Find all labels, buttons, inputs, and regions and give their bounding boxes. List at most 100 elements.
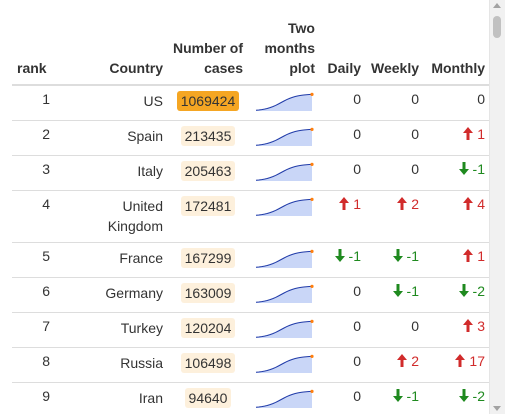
daily-change-value: 0: [353, 388, 361, 404]
weekly-change-text: 0: [411, 126, 419, 142]
cases-value-badge: 213435: [180, 126, 236, 146]
monthly-change: 3: [424, 312, 490, 348]
header-two-months-plot[interactable]: Two months plot: [248, 18, 320, 86]
weekly-change: 0: [366, 84, 424, 121]
vertical-scrollbar[interactable]: [489, 0, 505, 414]
weekly-change-value: -1: [392, 248, 419, 264]
scrollbar-thumb[interactable]: [493, 16, 501, 38]
weekly-change-value: 0: [411, 318, 419, 334]
arrow-up-icon: [463, 127, 474, 140]
sparkline-chart: [255, 127, 314, 146]
daily-change-text: 0: [353, 126, 361, 142]
daily-change: 0: [320, 347, 366, 383]
scroll-down-arrow-icon[interactable]: [493, 406, 501, 411]
two-months-plot-cell: [248, 242, 320, 278]
weekly-change-value: 0: [411, 91, 419, 107]
monthly-change-value: -2: [458, 388, 485, 404]
table-row: 4 United Kingdom 172481 1 2 4: [12, 190, 490, 243]
monthly-change-value: -1: [458, 161, 485, 177]
sparkline-area: [256, 94, 312, 111]
rank-cell: 3: [12, 155, 62, 191]
daily-change-value: 0: [353, 353, 361, 369]
rank-cell: 8: [12, 347, 62, 383]
header-number-of-cases[interactable]: Number of cases: [168, 18, 248, 86]
monthly-change-value: 0: [477, 91, 485, 107]
weekly-change-value: 0: [411, 126, 419, 142]
weekly-change-value: 2: [397, 196, 419, 212]
header-rank[interactable]: rank: [12, 18, 62, 86]
sparkline-line: [255, 198, 313, 216]
arrow-up-icon: [455, 354, 466, 367]
monthly-change: 17: [424, 347, 490, 383]
weekly-change: 2: [366, 347, 424, 383]
daily-change: 0: [320, 84, 366, 121]
two-months-plot-cell: [248, 155, 320, 191]
cases-cell: 167299: [168, 242, 248, 278]
monthly-change: 1: [424, 242, 490, 278]
weekly-change-text: 0: [411, 161, 419, 177]
scroll-up-arrow-icon[interactable]: [493, 3, 501, 8]
monthly-change-text: -2: [472, 283, 485, 299]
cases-value-badge: 120204: [180, 318, 236, 338]
monthly-change: 4: [424, 190, 490, 243]
cases-cell: 106498: [168, 347, 248, 383]
monthly-change-text: -1: [472, 161, 485, 177]
monthly-change-value: 3: [463, 318, 485, 334]
sparkline-end-dot: [310, 319, 314, 323]
daily-change: 0: [320, 382, 366, 414]
weekly-change-text: 0: [411, 318, 419, 334]
country-cell: Germany: [62, 277, 168, 313]
table-row: 5 France 167299 -1 -1 1: [12, 242, 490, 278]
rank-cell: 5: [12, 242, 62, 278]
sparkline-line: [255, 128, 313, 146]
cases-value-badge: 172481: [180, 196, 236, 216]
arrow-up-icon: [339, 197, 350, 210]
sparkline-line: [255, 355, 313, 373]
table-row: 3 Italy 205463 0 0 -1: [12, 155, 490, 191]
monthly-change-text: 1: [477, 126, 485, 142]
sparkline-end-dot: [310, 284, 314, 288]
monthly-change-value: 1: [463, 248, 485, 264]
monthly-change-text: 17: [469, 353, 485, 369]
country-cell: United Kingdom: [62, 190, 168, 243]
two-months-plot-cell: [248, 382, 320, 414]
sparkline-area: [256, 164, 312, 181]
sparkline-area: [256, 199, 312, 216]
daily-change: 1: [320, 190, 366, 243]
arrow-up-icon: [397, 354, 408, 367]
header-country[interactable]: Country: [62, 18, 168, 86]
weekly-change: 0: [366, 312, 424, 348]
monthly-change-text: -2: [472, 388, 485, 404]
table-header-row: rank Country Number of cases Two months …: [12, 18, 490, 86]
header-daily[interactable]: Daily: [320, 18, 366, 86]
rank-cell: 6: [12, 277, 62, 313]
rank-cell: 4: [12, 190, 62, 243]
arrow-up-icon: [463, 249, 474, 262]
cases-value-badge: 205463: [180, 161, 236, 181]
sparkline-end-dot: [310, 92, 314, 96]
monthly-change-value: 1: [463, 126, 485, 142]
sparkline-chart: [255, 389, 314, 408]
sparkline-area: [256, 129, 312, 146]
weekly-change-text: 0: [411, 91, 419, 107]
monthly-change: -2: [424, 277, 490, 313]
weekly-change: -1: [366, 382, 424, 414]
sparkline-area: [256, 356, 312, 373]
table-body: 1 US 1069424 0 0 0 2 Spain 213435 0 0 1 3 Italy 205463…: [12, 84, 490, 414]
daily-change-text: 0: [353, 388, 361, 404]
arrow-up-icon: [463, 319, 474, 332]
sparkline-chart: [255, 354, 314, 373]
header-weekly[interactable]: Weekly: [366, 18, 424, 86]
monthly-change-text: 3: [477, 318, 485, 334]
sparkline-end-dot: [310, 354, 314, 358]
daily-change-value: 0: [353, 126, 361, 142]
two-months-plot-cell: [248, 312, 320, 348]
table-row: 7 Turkey 120204 0 0 3: [12, 312, 490, 348]
table-row: 8 Russia 106498 0 2 17: [12, 347, 490, 383]
sparkline-chart: [255, 249, 314, 268]
rank-cell: 9: [12, 382, 62, 414]
table-row: 2 Spain 213435 0 0 1: [12, 120, 490, 156]
header-monthly[interactable]: Monthly: [424, 18, 490, 86]
sparkline-line: [255, 285, 313, 303]
daily-change-value: 0: [353, 318, 361, 334]
